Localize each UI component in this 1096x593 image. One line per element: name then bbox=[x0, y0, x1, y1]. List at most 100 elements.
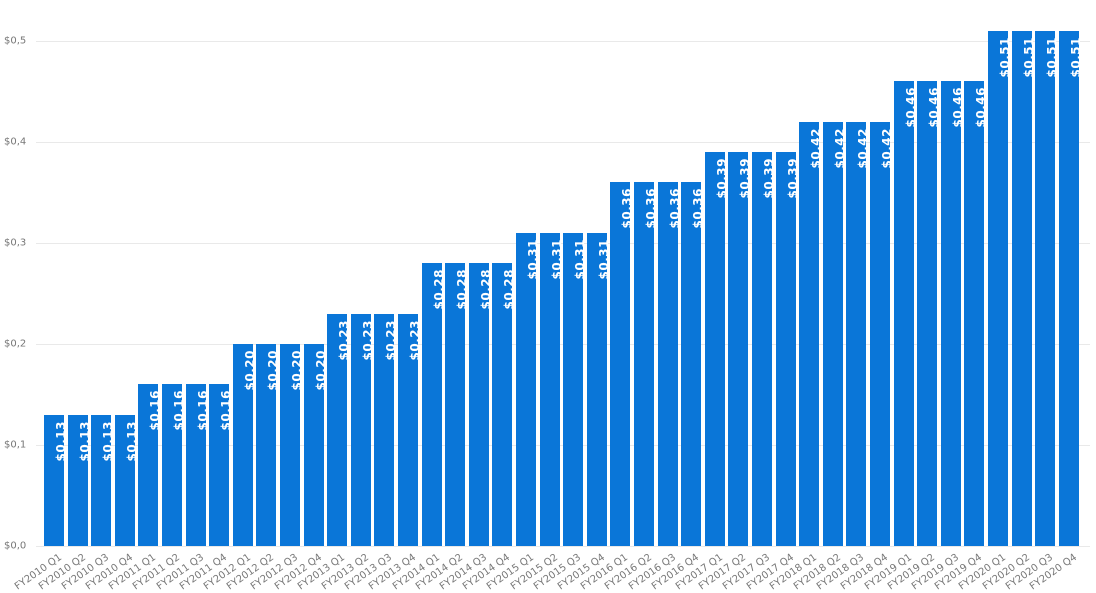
bar[interactable]: $0,13 bbox=[67, 414, 92, 546]
bar-data-label: $0,36 bbox=[644, 188, 658, 229]
bar[interactable]: $0,46 bbox=[893, 81, 918, 546]
bar-data-label: $0,46 bbox=[974, 87, 989, 128]
bar-data-label: $0,16 bbox=[148, 390, 163, 431]
bar[interactable]: $0,46 bbox=[964, 81, 988, 546]
gridline bbox=[36, 546, 1090, 547]
bar-data-label: $0,39 bbox=[762, 158, 776, 199]
bar[interactable]: $0,42 bbox=[822, 121, 847, 546]
bar-data-label: $0,31 bbox=[526, 238, 540, 280]
y-axis-tick-label: $0,4 bbox=[4, 136, 27, 148]
bar[interactable]: $0,16 bbox=[209, 384, 233, 546]
bar-data-label: $0,28 bbox=[478, 269, 493, 310]
bar[interactable]: $0,39 bbox=[728, 152, 752, 546]
bar[interactable]: $0,16 bbox=[138, 384, 162, 546]
bar[interactable]: $0,13 bbox=[44, 414, 68, 546]
bar-data-label: $0,20 bbox=[290, 350, 304, 391]
bar[interactable]: $0,23 bbox=[327, 313, 351, 546]
bar[interactable]: $0,20 bbox=[303, 344, 328, 546]
bar-data-label: $0,36 bbox=[691, 188, 706, 229]
bar[interactable]: $0,36 bbox=[634, 182, 658, 546]
bar[interactable]: $0,36 bbox=[610, 182, 634, 546]
bar[interactable]: $0,46 bbox=[917, 81, 941, 546]
bar[interactable]: $0,39 bbox=[704, 152, 729, 546]
bar[interactable]: $0,28 bbox=[492, 263, 516, 546]
bar-data-label: $0,46 bbox=[903, 87, 918, 128]
bar-data-label: $0,23 bbox=[384, 319, 399, 361]
bar-data-label: $0,31 bbox=[573, 238, 588, 280]
bar-data-label: $0,36 bbox=[620, 188, 635, 229]
bar-data-label: $0,20 bbox=[242, 350, 257, 391]
bar[interactable]: $0,36 bbox=[681, 182, 705, 546]
bar-data-label: $0,51 bbox=[1021, 36, 1036, 78]
gridline bbox=[36, 243, 1090, 244]
bar[interactable]: $0,28 bbox=[468, 263, 493, 546]
bar[interactable]: $0,28 bbox=[421, 263, 446, 546]
bar[interactable]: $0,20 bbox=[232, 344, 257, 546]
bar[interactable]: $0,42 bbox=[799, 121, 823, 546]
bar[interactable]: $0,16 bbox=[162, 384, 186, 546]
bar[interactable]: $0,20 bbox=[256, 344, 280, 546]
bar[interactable]: $0,42 bbox=[846, 121, 870, 546]
bar-data-label: $0,23 bbox=[408, 319, 422, 361]
bar[interactable]: $0,23 bbox=[350, 313, 375, 546]
bar-data-label: $0,46 bbox=[927, 87, 942, 128]
bar-data-label: $0,13 bbox=[124, 420, 139, 462]
bar-data-label: $0,28 bbox=[455, 269, 470, 310]
bar[interactable]: $0,51 bbox=[1058, 30, 1083, 546]
bar[interactable]: $0,31 bbox=[586, 232, 611, 546]
bar-data-label: $0,13 bbox=[54, 420, 68, 462]
y-axis-tick-label: $0,5 bbox=[4, 35, 27, 47]
bar[interactable]: $0,39 bbox=[752, 152, 776, 546]
bar-data-label: $0,51 bbox=[1068, 36, 1083, 78]
bar-data-label: $0,51 bbox=[1045, 36, 1060, 78]
bar-data-label: $0,23 bbox=[337, 319, 352, 361]
bar-data-label: $0,23 bbox=[360, 319, 375, 361]
bar[interactable]: $0,16 bbox=[185, 384, 210, 546]
bar[interactable]: $0,28 bbox=[445, 263, 469, 546]
bar[interactable]: $0,23 bbox=[374, 313, 398, 546]
bar-data-label: $0,16 bbox=[172, 390, 186, 431]
bar-data-label: $0,16 bbox=[195, 390, 210, 431]
bar-data-label: $0,20 bbox=[266, 350, 281, 391]
bar-data-label: $0,28 bbox=[502, 269, 517, 310]
bar-data-label: $0,36 bbox=[667, 188, 682, 229]
bar-data-label: $0,42 bbox=[880, 127, 894, 169]
bar-data-label: $0,31 bbox=[549, 238, 564, 280]
bar[interactable]: $0,20 bbox=[280, 344, 304, 546]
bar[interactable]: $0,51 bbox=[1011, 30, 1036, 546]
bar-data-label: $0,39 bbox=[714, 158, 729, 199]
gridline bbox=[36, 445, 1090, 446]
bar[interactable]: $0,36 bbox=[657, 182, 682, 546]
bar-data-label: $0,39 bbox=[785, 158, 800, 199]
bar-data-label: $0,13 bbox=[101, 420, 116, 462]
bar-data-label: $0,20 bbox=[313, 350, 328, 391]
bar[interactable]: $0,23 bbox=[398, 313, 422, 546]
bar[interactable]: $0,39 bbox=[775, 152, 800, 546]
bar-data-label: $0,51 bbox=[998, 36, 1012, 78]
bar-data-label: $0,39 bbox=[738, 158, 753, 199]
bar[interactable]: $0,42 bbox=[870, 121, 894, 546]
bar[interactable]: $0,51 bbox=[1035, 30, 1059, 546]
bar[interactable]: $0,31 bbox=[539, 232, 564, 546]
bar-data-label: $0,31 bbox=[596, 238, 611, 280]
bar-data-label: $0,42 bbox=[809, 127, 824, 169]
y-axis-tick-label: $0,3 bbox=[4, 237, 27, 249]
bar-data-label: $0,16 bbox=[219, 390, 234, 431]
bar[interactable]: $0,46 bbox=[940, 81, 965, 546]
bar-data-label: $0,28 bbox=[431, 269, 446, 310]
bar-data-label: $0,42 bbox=[856, 127, 871, 169]
bar-data-label: $0,46 bbox=[950, 87, 965, 128]
gridline bbox=[36, 41, 1090, 42]
gridline bbox=[36, 344, 1090, 345]
bar[interactable]: $0,13 bbox=[91, 414, 115, 546]
bar[interactable]: $0,51 bbox=[988, 30, 1012, 546]
bar[interactable]: $0,31 bbox=[516, 232, 540, 546]
y-axis-tick-label: $0,2 bbox=[4, 338, 27, 350]
y-axis-tick-label: $0,0 bbox=[4, 540, 27, 552]
bar[interactable]: $0,31 bbox=[563, 232, 587, 546]
bar-data-label: $0,13 bbox=[77, 420, 92, 462]
bar[interactable]: $0,13 bbox=[114, 414, 139, 546]
bar-data-label: $0,42 bbox=[832, 127, 847, 169]
gridline bbox=[36, 142, 1090, 143]
